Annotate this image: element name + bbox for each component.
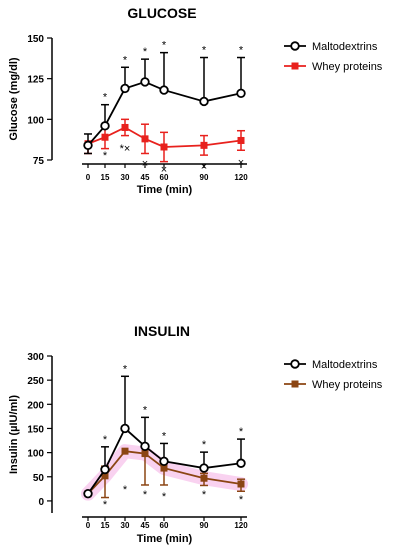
data-point xyxy=(141,135,149,143)
data-point xyxy=(83,140,93,151)
x-tick-label: 120 xyxy=(234,521,248,530)
significance-marker: * xyxy=(103,150,108,162)
y-tick-label: 125 xyxy=(27,75,44,86)
data-point xyxy=(237,136,245,144)
y-tick-label: 0 xyxy=(38,497,44,508)
y-tick-label: 150 xyxy=(27,424,44,435)
data-point xyxy=(160,464,168,472)
significance-marker: * xyxy=(239,45,244,57)
legend-marker xyxy=(290,359,300,369)
x-tick-label: 30 xyxy=(121,173,130,182)
significance-marker: * xyxy=(202,45,207,57)
legend-label: Maltodextrins xyxy=(312,41,378,53)
x-axis-label: Time (min) xyxy=(137,533,193,545)
data-point xyxy=(200,141,208,149)
y-tick-label: 200 xyxy=(27,400,44,411)
significance-marker: * xyxy=(103,92,108,104)
data-point xyxy=(199,463,209,473)
y-tick-label: 100 xyxy=(27,115,44,126)
data-point xyxy=(101,472,109,480)
significance-marker: * xyxy=(103,499,108,511)
significance-marker: * xyxy=(162,491,167,503)
significance-marker: * xyxy=(239,494,244,506)
legend-marker xyxy=(291,62,299,70)
data-point xyxy=(236,88,246,99)
significance-marker: × xyxy=(161,164,167,176)
data-point xyxy=(83,488,93,499)
data-point xyxy=(140,77,150,87)
data-point xyxy=(160,143,168,151)
data-point xyxy=(200,474,208,482)
data-point xyxy=(141,450,149,458)
data-point xyxy=(140,441,150,452)
significance-marker: * xyxy=(202,439,207,451)
x-tick-label: 45 xyxy=(141,173,150,182)
data-point xyxy=(121,123,129,131)
x-tick-label: 30 xyxy=(121,521,130,530)
legend-marker xyxy=(291,380,299,388)
y-tick-label: 250 xyxy=(27,376,44,387)
data-point xyxy=(159,456,169,467)
data-point xyxy=(120,423,130,434)
legend-label: Whey proteins xyxy=(312,379,383,391)
significance-marker: * xyxy=(202,489,207,501)
data-point xyxy=(121,447,129,455)
significance-marker: * xyxy=(143,46,148,58)
y-tick-label: 100 xyxy=(27,449,44,460)
data-point xyxy=(120,83,130,94)
x-tick-label: 90 xyxy=(200,521,209,530)
data-point xyxy=(236,458,246,468)
data-point xyxy=(237,480,245,488)
significance-marker: * xyxy=(123,54,128,66)
significance-marker: × xyxy=(142,158,148,170)
y-tick-label: 150 xyxy=(27,34,44,45)
data-point xyxy=(100,464,110,475)
x-tick-label: 60 xyxy=(160,173,169,182)
significance-marker: * xyxy=(143,489,148,501)
significance-marker: * xyxy=(162,430,167,442)
significance-marker: * xyxy=(162,40,167,52)
x-tick-label: 0 xyxy=(86,173,91,182)
data-point xyxy=(159,85,169,95)
y-axis-label: Glucose (mg/dl) xyxy=(8,57,20,140)
x-tick-label: 60 xyxy=(160,521,169,530)
significance-marker: * xyxy=(123,363,128,375)
legend-label: Maltodextrins xyxy=(312,359,378,371)
significance-marker: * xyxy=(123,484,128,496)
significance-marker: × xyxy=(201,161,207,173)
x-axis-label: Time (min) xyxy=(137,184,193,196)
significance-marker: × xyxy=(238,157,244,169)
y-tick-label: 50 xyxy=(33,473,45,484)
y-tick-label: 300 xyxy=(27,352,44,363)
glucose-chart: GLUCOSE 75 100 125 150 Glucose (mg/dl) 0 15 30 45… xyxy=(8,5,383,196)
x-tick-label: 15 xyxy=(101,173,110,182)
x-tick-label: 15 xyxy=(101,521,110,530)
significance-marker: * xyxy=(239,426,244,438)
significance-marker: *× xyxy=(120,143,131,155)
data-point xyxy=(101,133,109,141)
significance-marker: * xyxy=(103,434,108,446)
legend-label: Whey proteins xyxy=(312,61,383,73)
x-tick-label: 90 xyxy=(200,173,209,182)
chart-title: INSULIN xyxy=(134,323,190,339)
chart-title: GLUCOSE xyxy=(127,5,196,21)
legend-marker xyxy=(290,41,300,51)
x-tick-label: 120 xyxy=(234,173,248,182)
significance-marker: * xyxy=(143,404,148,416)
data-point xyxy=(199,96,209,107)
data-point xyxy=(100,121,110,131)
x-tick-label: 45 xyxy=(141,521,150,530)
y-axis-label: Insulin (µIU/ml) xyxy=(8,395,20,474)
y-tick-label: 75 xyxy=(33,156,45,167)
x-tick-label: 0 xyxy=(86,521,91,530)
